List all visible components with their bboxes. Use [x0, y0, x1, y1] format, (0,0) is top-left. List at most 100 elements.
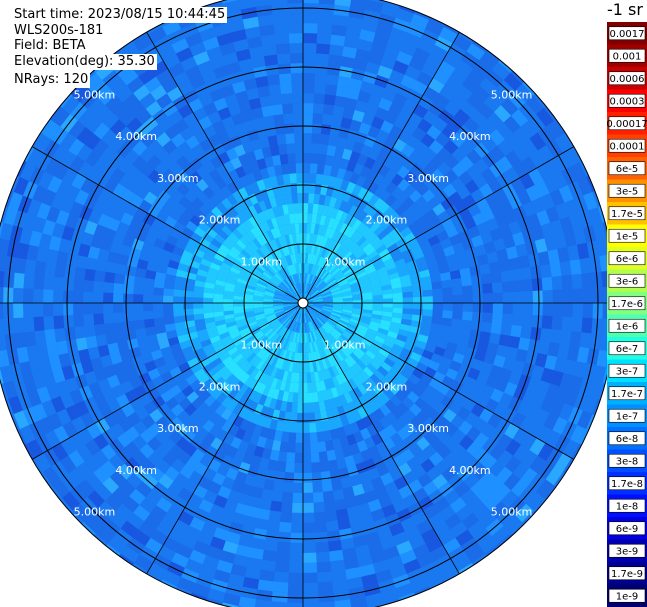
- ppi-cell: [316, 267, 324, 278]
- ppi-cell: [358, 122, 372, 136]
- ppi-cell: [290, 73, 304, 84]
- ppi-cell: [588, 207, 603, 226]
- ppi-cell: [29, 358, 43, 376]
- ppi-cell: [284, 234, 291, 246]
- ppi-cell: [362, 303, 373, 307]
- ppi-cell: [265, 64, 280, 76]
- ppi-cell: [275, 311, 286, 317]
- ppi-cell: [198, 564, 217, 579]
- ppi-cell: [281, 268, 289, 278]
- ppi-cell: [372, 420, 385, 434]
- ppi-cell: [503, 209, 518, 225]
- ppi-cell: [313, 371, 320, 383]
- ppi-cell: [153, 317, 165, 327]
- ppi-cell: [273, 299, 284, 302]
- ppi-cell: [0, 349, 10, 368]
- ppi-cell: [419, 391, 433, 404]
- ppi-cell: [312, 299, 323, 302]
- ppi-cell: [476, 253, 489, 266]
- ppi-cell: [348, 216, 358, 228]
- ppi-cell: [437, 529, 456, 546]
- ppi-cell: [284, 245, 291, 256]
- colorbar-label-box: [608, 566, 646, 581]
- ppi-cell: [263, 292, 275, 297]
- ppi-cell: [272, 581, 289, 593]
- ppi-cell: [258, 200, 268, 212]
- ppi-cell: [250, 227, 260, 239]
- ppi-cell: [472, 212, 486, 227]
- ppi-cell: [349, 243, 360, 254]
- ppi-cell: [321, 174, 331, 186]
- ppi-cell: [439, 26, 459, 44]
- ppi-cell: [283, 299, 294, 302]
- ppi-cell: [97, 248, 110, 262]
- ppi-cell: [332, 341, 341, 352]
- ppi-cell: [225, 125, 239, 139]
- ppi-cell: [399, 274, 411, 283]
- ppi-cell: [288, 23, 304, 34]
- ppi-cell: [210, 238, 223, 249]
- ppi-cell: [238, 58, 254, 72]
- colorbar-label: 1.7e-7: [611, 389, 643, 400]
- ppi-cell: [279, 269, 287, 279]
- ppi-cell: [388, 522, 405, 537]
- ppi-cell: [261, 488, 274, 501]
- ppi-cell: [200, 522, 217, 537]
- ppi-cell: [356, 236, 367, 247]
- ppi-cell: [449, 521, 468, 539]
- ppi-cell: [487, 177, 503, 194]
- azimuth-spoke: [302, 146, 575, 304]
- ppi-cell: [367, 125, 381, 139]
- ppi-cell: [163, 302, 174, 311]
- ppi-cell: [372, 355, 384, 367]
- ppi-cell: [339, 158, 350, 170]
- ppi-cell: [295, 153, 304, 164]
- ppi-cell: [22, 374, 37, 393]
- ppi-cell: [327, 175, 337, 188]
- ppi-cell: [268, 240, 276, 252]
- ppi-cell: [87, 346, 101, 360]
- ppi-cell: [314, 278, 322, 288]
- ppi-cell: [188, 470, 203, 485]
- ppi-cell: [29, 229, 43, 247]
- ppi-cell: [460, 100, 478, 118]
- ppi-cell: [328, 316, 339, 324]
- ppi-cell: [95, 525, 115, 544]
- ppi-cell: [526, 377, 541, 394]
- ppi-cell: [73, 278, 85, 292]
- ppi-cell: [155, 131, 172, 147]
- ppi-cell: [141, 241, 154, 254]
- ppi-cell: [374, 485, 389, 500]
- ppi-cell: [335, 508, 349, 521]
- ppi-cell: [175, 422, 190, 437]
- ppi-cell: [225, 278, 237, 285]
- ppi-cell: [246, 365, 256, 376]
- ppi-cell: [379, 189, 392, 203]
- ppi-cell: [297, 402, 303, 413]
- ppi-cell: [324, 323, 333, 332]
- ppi-cell: [287, 254, 293, 265]
- ppi-cell: [395, 8, 415, 24]
- ppi-cell: [261, 146, 273, 159]
- ppi-cell: [342, 190, 353, 203]
- ppi-cell: [324, 335, 333, 345]
- ppi-cell: [319, 286, 330, 294]
- ppi-cell: [354, 330, 366, 339]
- ppi-cell: [472, 284, 483, 295]
- ppi-cell: [326, 262, 335, 272]
- ppi-cell: [330, 252, 339, 263]
- ppi-cell: [150, 349, 163, 361]
- ppi-cell: [209, 536, 226, 551]
- ppi-cell: [136, 258, 149, 270]
- ppi-cell: [85, 335, 98, 349]
- ppi-cell: [280, 501, 293, 513]
- ppi-cell: [329, 265, 339, 275]
- ppi-cell: [449, 269, 462, 280]
- ppi-cell: [268, 84, 282, 96]
- ppi-cell: [103, 364, 117, 379]
- ppi-cell: [312, 203, 319, 215]
- ppi-cell: [376, 527, 393, 541]
- ppi-cell: [298, 332, 302, 343]
- ppi-cell: [286, 143, 296, 154]
- ppi-cell: [476, 102, 495, 120]
